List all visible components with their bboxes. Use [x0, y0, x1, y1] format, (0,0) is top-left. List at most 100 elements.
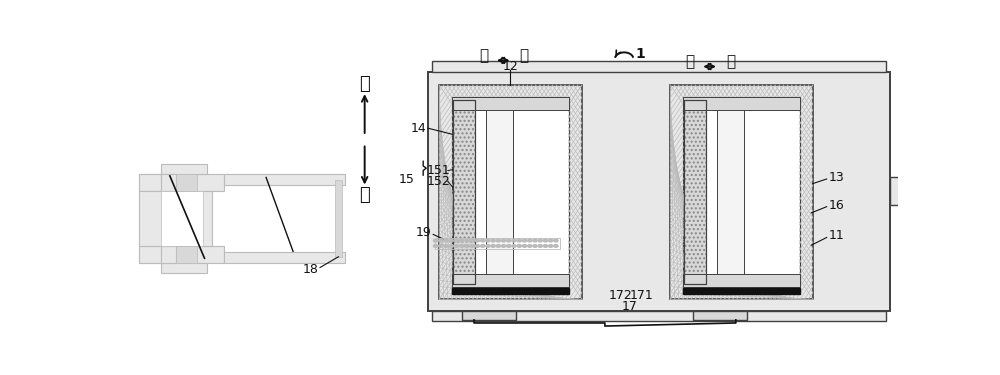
Bar [684, 100, 706, 284]
Bar [161, 174, 176, 191]
Ellipse shape [543, 239, 548, 242]
Ellipse shape [486, 244, 490, 248]
Ellipse shape [491, 239, 495, 242]
Ellipse shape [470, 244, 474, 248]
Text: 外: 外 [726, 54, 735, 69]
Ellipse shape [460, 244, 464, 248]
Bar [139, 246, 224, 263]
Bar [683, 98, 800, 109]
Text: 外: 外 [479, 48, 489, 63]
Ellipse shape [449, 239, 453, 242]
Bar [683, 274, 800, 287]
Ellipse shape [491, 244, 495, 248]
Text: 下: 下 [359, 186, 370, 204]
Ellipse shape [501, 239, 506, 242]
Ellipse shape [444, 244, 448, 248]
Ellipse shape [465, 244, 469, 248]
Bar [683, 98, 800, 109]
Ellipse shape [475, 244, 480, 248]
Bar [486, 99, 512, 285]
Bar [335, 180, 342, 257]
Bar [562, 98, 569, 105]
Text: 15: 15 [399, 173, 415, 186]
Ellipse shape [470, 239, 474, 242]
Text: 13: 13 [828, 171, 844, 184]
Text: 16: 16 [828, 199, 844, 211]
Bar [683, 98, 800, 287]
Bar [717, 99, 744, 285]
Bar [435, 237, 560, 249]
Ellipse shape [433, 244, 438, 248]
Bar [224, 174, 345, 185]
Ellipse shape [528, 244, 532, 248]
Text: 内: 内 [519, 48, 529, 63]
Ellipse shape [454, 239, 459, 242]
Ellipse shape [538, 239, 542, 242]
Bar [176, 174, 197, 191]
Ellipse shape [507, 244, 511, 248]
Bar [683, 288, 800, 294]
Bar [452, 274, 569, 287]
Ellipse shape [444, 239, 448, 242]
Bar [453, 100, 475, 284]
Bar [161, 246, 176, 263]
Bar [684, 100, 706, 284]
Bar [453, 100, 475, 284]
Bar [717, 99, 744, 285]
Text: 19: 19 [416, 226, 432, 238]
Bar [683, 98, 690, 105]
Bar [432, 61, 886, 72]
Bar [683, 274, 800, 287]
Bar [161, 263, 207, 273]
Text: 上: 上 [359, 75, 370, 93]
Bar [428, 72, 890, 310]
Ellipse shape [543, 244, 548, 248]
Bar [670, 85, 813, 299]
Bar [452, 98, 569, 109]
Ellipse shape [481, 244, 485, 248]
Text: 14: 14 [411, 122, 426, 135]
Ellipse shape [533, 244, 537, 248]
Bar [224, 252, 345, 263]
Bar [432, 310, 886, 321]
Ellipse shape [501, 244, 506, 248]
Bar [139, 174, 161, 263]
Bar [693, 310, 747, 320]
Bar [161, 164, 207, 174]
Bar [452, 98, 569, 109]
Bar [452, 274, 569, 287]
Bar [161, 191, 203, 246]
Bar [684, 100, 706, 284]
Bar [452, 98, 459, 105]
Text: 18: 18 [303, 263, 318, 276]
Ellipse shape [460, 239, 464, 242]
Text: 151: 151 [426, 164, 450, 177]
Text: 152: 152 [426, 175, 450, 188]
Bar [486, 99, 512, 285]
Ellipse shape [465, 239, 469, 242]
Bar [139, 191, 212, 246]
Text: 内: 内 [685, 54, 694, 69]
Ellipse shape [549, 244, 553, 248]
Ellipse shape [528, 239, 532, 242]
Bar [452, 288, 569, 294]
Bar [793, 98, 800, 105]
Ellipse shape [517, 244, 521, 248]
Ellipse shape [481, 239, 485, 242]
Ellipse shape [554, 239, 558, 242]
Ellipse shape [512, 239, 516, 242]
Ellipse shape [433, 239, 438, 242]
Ellipse shape [439, 239, 443, 242]
Bar [453, 100, 475, 284]
Bar [176, 246, 197, 263]
Ellipse shape [522, 239, 527, 242]
Ellipse shape [475, 239, 480, 242]
Text: 172: 172 [608, 289, 632, 302]
Ellipse shape [507, 239, 511, 242]
Bar [684, 100, 799, 284]
Bar [890, 177, 902, 205]
Ellipse shape [449, 244, 453, 248]
Ellipse shape [522, 244, 527, 248]
Bar [462, 310, 516, 320]
Ellipse shape [538, 244, 542, 248]
